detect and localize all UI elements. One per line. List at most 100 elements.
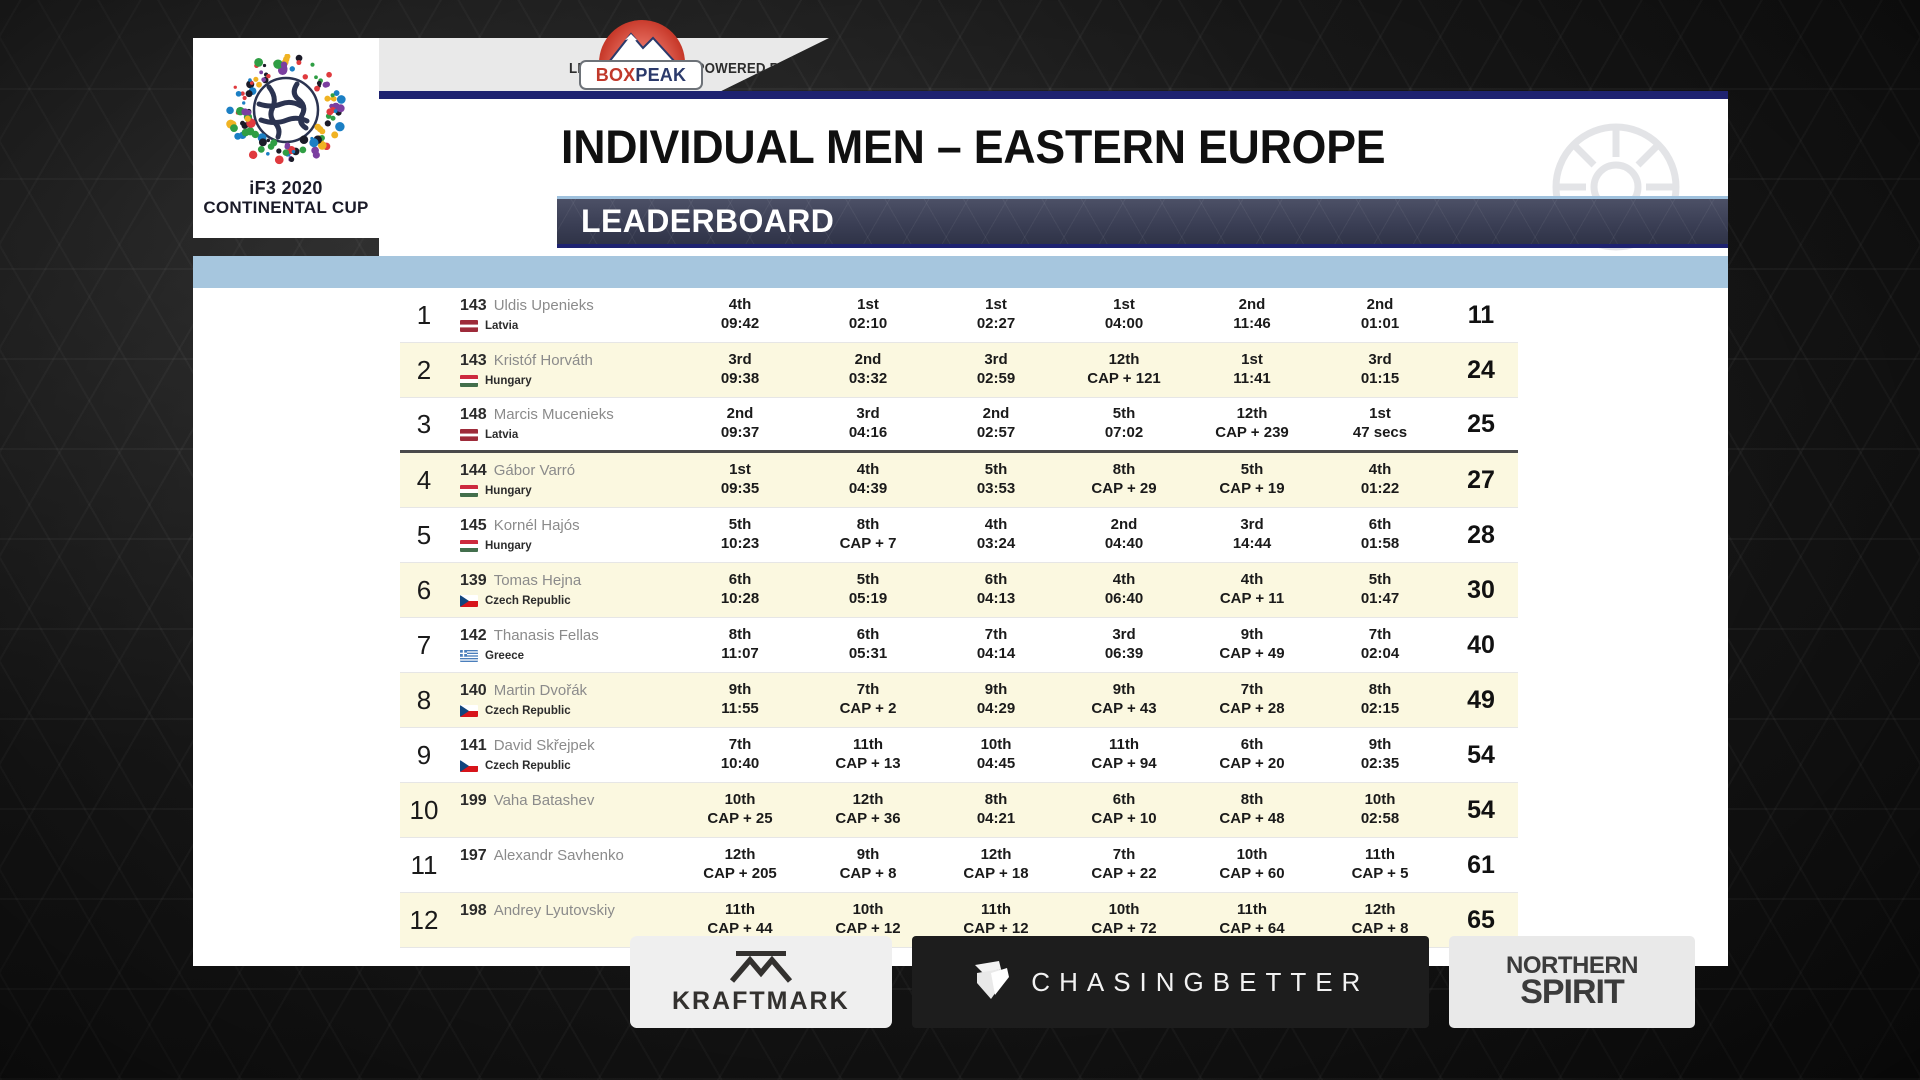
- segment-cell-3: 8th 04:21: [932, 791, 1060, 829]
- segment-cell-3: 1st 02:27: [932, 296, 1060, 334]
- row-total-points: 61: [1467, 850, 1495, 879]
- segment-time: 02:35: [1360, 755, 1400, 772]
- kraftmark-peak-icon: [729, 950, 792, 983]
- country-flag-icon: [460, 484, 478, 497]
- segment-time: 02:58: [1360, 810, 1400, 827]
- table-row[interactable]: 5 145 Kornél Hajós Hungary 5th 10:23 8th CAP + …: [400, 508, 1518, 563]
- segment-time: 09:37: [720, 424, 760, 441]
- segment-cell-1: 1st 09:35: [676, 461, 804, 499]
- segment-time: 04:14: [976, 645, 1016, 662]
- subtitle-bar: LEADERBOARD: [557, 196, 1728, 248]
- segment-cell-5: 12th CAP + 239: [1188, 405, 1316, 443]
- segment-time: 03:32: [848, 370, 888, 387]
- segment-cell-6: 4th 01:22: [1316, 461, 1444, 499]
- table-row[interactable]: 8 140 Martin Dvořák Czech Republic 9th 11:55 7…: [400, 673, 1518, 728]
- athlete-bib: 197: [460, 847, 487, 865]
- segment-time: 04:29: [976, 700, 1016, 717]
- segment-position: 6th: [1368, 516, 1392, 534]
- segment-cell-5: 8th CAP + 48: [1188, 791, 1316, 829]
- segment-position: 4th: [1240, 571, 1264, 589]
- segment-cell-3: 11th CAP + 12: [932, 901, 1060, 939]
- table-row[interactable]: 9 141 David Skřejpek Czech Republic 7th 10:40…: [400, 728, 1518, 783]
- subtitle-text: LEADERBOARD: [581, 203, 835, 239]
- segment-position: 3rd: [984, 351, 1008, 369]
- row-athlete: 142 Thanasis Fellas Greece: [448, 627, 676, 662]
- table-row[interactable]: 2 143 Kristóf Horváth Hungary 3rd 09:38 2nd 03:…: [400, 343, 1518, 398]
- segment-position: 3rd: [1368, 351, 1392, 369]
- segment-cell-4: 9th CAP + 43: [1060, 681, 1188, 719]
- segment-time: 09:35: [720, 480, 760, 497]
- sponsor-kraftmark[interactable]: KRAFTMARK: [630, 936, 892, 1028]
- chasingbetter-wordmark: CHASINGBETTER: [1031, 966, 1370, 997]
- segment-cell-6: 6th 01:58: [1316, 516, 1444, 554]
- sponsor-northern-spirit[interactable]: NORTHERN SPIRIT: [1449, 936, 1695, 1028]
- athlete-country: Latvia: [485, 428, 519, 441]
- segment-position: 11th: [1108, 736, 1139, 754]
- segment-time: CAP + 25: [707, 810, 773, 827]
- segment-position: 10th: [980, 736, 1012, 754]
- segment-cell-5: 9th CAP + 49: [1188, 626, 1316, 664]
- row-total-points: 28: [1467, 520, 1495, 549]
- segment-cell-4: 8th CAP + 29: [1060, 461, 1188, 499]
- row-rank: 12: [409, 904, 439, 935]
- segment-time: 04:13: [976, 590, 1016, 607]
- segment-time: 06:39: [1104, 645, 1144, 662]
- athlete-name: Kornél Hajós: [493, 517, 580, 535]
- segment-position: 1st: [857, 296, 879, 314]
- segment-time: 47 secs: [1352, 424, 1408, 441]
- segment-cell-1: 4th 09:42: [676, 296, 804, 334]
- segment-time: CAP + 19: [1219, 480, 1285, 497]
- segment-time: CAP + 43: [1091, 700, 1157, 717]
- row-rank: 2: [416, 354, 432, 385]
- segment-position: 8th: [1368, 681, 1392, 699]
- segment-position: 12th: [1364, 901, 1396, 919]
- segment-cell-5: 7th CAP + 28: [1188, 681, 1316, 719]
- table-row[interactable]: 3 148 Marcis Mucenieks Latvia 2nd 09:37 3rd 04:…: [400, 398, 1518, 453]
- row-athlete: 140 Martin Dvořák Czech Republic: [448, 682, 676, 717]
- segment-time: CAP + 94: [1091, 755, 1157, 772]
- segment-position: 8th: [856, 516, 880, 534]
- table-row[interactable]: 4 144 Gábor Varró Hungary 1st 09:35 4th 04:39 5t…: [400, 453, 1518, 508]
- sponsor-chasingbetter[interactable]: CHASINGBETTER: [911, 936, 1429, 1028]
- table-row[interactable]: 1 143 Uldis Upenieks Latvia 4th 09:42 1st 02:10…: [400, 288, 1518, 343]
- segment-position: 1st: [985, 296, 1007, 314]
- table-row[interactable]: 10 199 Vaha Batashev 10th CAP + 25 12th CAP + …: [400, 783, 1518, 838]
- if3-globe-icon: [225, 54, 347, 172]
- leaderboard-table: 1 143 Uldis Upenieks Latvia 4th 09:42 1st 02:10…: [400, 288, 1518, 948]
- segment-time: CAP + 5: [1351, 865, 1409, 882]
- segment-position: 6th: [728, 571, 752, 589]
- segment-cell-3: 4th 03:24: [932, 516, 1060, 554]
- table-row[interactable]: 11 197 Alexandr Savhenko 12th CAP + 205 9th CA…: [400, 838, 1518, 893]
- athlete-country: Greece: [485, 649, 525, 662]
- athlete-name: Marcis Mucenieks: [493, 406, 614, 424]
- athlete-name: Martin Dvořák: [493, 682, 588, 700]
- table-row[interactable]: 6 139 Tomas Hejna Czech Republic 6th 10:28 5th…: [400, 563, 1518, 618]
- title-top-rule: [379, 91, 1728, 99]
- segment-time: 04:16: [848, 424, 888, 441]
- segment-position: 10th: [1236, 846, 1268, 864]
- row-athlete: 141 David Skřejpek Czech Republic: [448, 737, 676, 772]
- athlete-country: Hungary: [485, 539, 532, 552]
- table-row[interactable]: 7 142 Thanasis Fellas Greece 8th 11:07 6th 05:3…: [400, 618, 1518, 673]
- athlete-country: Latvia: [485, 319, 519, 332]
- segment-cell-6: 2nd 01:01: [1316, 296, 1444, 334]
- segment-time: 02:27: [976, 315, 1016, 332]
- segment-time: 11:07: [721, 645, 759, 662]
- segment-position: 12th: [1108, 351, 1140, 369]
- segment-position: 3rd: [1112, 626, 1136, 644]
- row-rank: 11: [410, 849, 438, 880]
- segment-time: CAP + 10: [1091, 810, 1157, 827]
- segment-cell-3: 12th CAP + 18: [932, 846, 1060, 884]
- segment-time: 01:15: [1360, 370, 1400, 387]
- segment-cell-1: 7th 10:40: [676, 736, 804, 774]
- segment-cell-1: 3rd 09:38: [676, 351, 804, 389]
- segment-time: CAP + 48: [1219, 810, 1285, 827]
- segment-position: 1st: [1241, 351, 1263, 369]
- segment-cell-6: 1st 47 secs: [1316, 405, 1444, 443]
- segment-position: 11th: [980, 901, 1011, 919]
- segment-time: 09:42: [720, 315, 760, 332]
- athlete-bib: 143: [460, 352, 487, 370]
- segment-cell-5: 6th CAP + 20: [1188, 736, 1316, 774]
- segment-position: 3rd: [1240, 516, 1264, 534]
